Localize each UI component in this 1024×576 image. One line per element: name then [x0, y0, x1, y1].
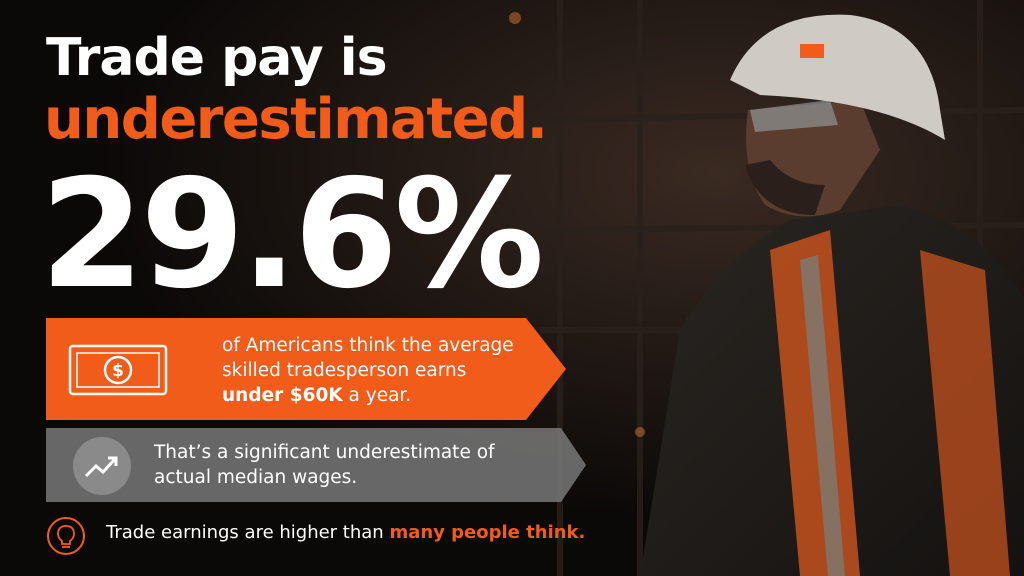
- card-highlight: under $60K: [222, 385, 343, 406]
- primary-card: $ of Americans think the average skilled…: [46, 318, 566, 420]
- trend-icon: [73, 437, 131, 495]
- footer: Trade earnings are higher than many peop…: [106, 522, 585, 543]
- card-text: a year.: [348, 385, 412, 406]
- stat: 29.6%: [40, 148, 544, 322]
- card-text: That’s a significant underestimate of ac…: [154, 442, 495, 488]
- footer-highlight: many people think.: [389, 522, 586, 543]
- svg-text:$: $: [112, 361, 124, 381]
- money-icon: $: [68, 344, 168, 396]
- lightbulb-icon: [47, 517, 85, 555]
- headline: Trade pay is: [46, 28, 388, 88]
- footer-text: Trade earnings are higher than: [106, 522, 384, 543]
- card-text: of Americans think the average skilled t…: [222, 335, 514, 381]
- headline-highlight: underestimated.: [44, 87, 548, 152]
- secondary-card: That’s a significant underestimate of ac…: [46, 428, 586, 502]
